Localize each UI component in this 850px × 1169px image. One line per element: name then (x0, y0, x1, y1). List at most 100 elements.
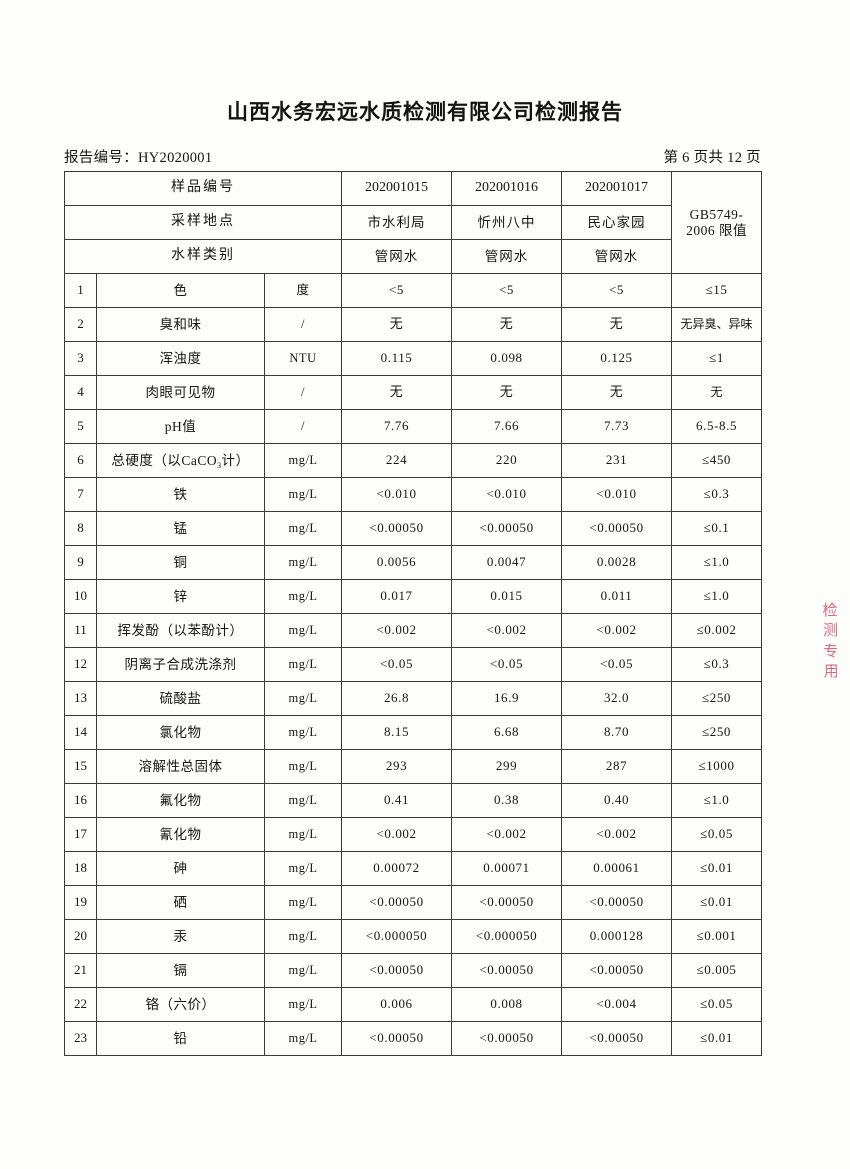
row-value-2: 0.098 (451, 341, 563, 376)
row-unit: mg/L (263, 579, 343, 614)
row-item-name: 铁 (96, 477, 265, 512)
table-row: 12 阴离子合成洗涤剂 mg/L <0.05 <0.05 <0.05 ≤0.3 (64, 647, 763, 682)
row-standard-limit: ≤0.3 (671, 647, 763, 682)
row-value-1: <0.00050 (341, 953, 453, 988)
row-item-name: 镉 (96, 953, 265, 988)
row-value-3: 0.011 (561, 579, 673, 614)
row-unit: mg/L (263, 783, 343, 818)
table-row: 3 浑浊度 NTU 0.115 0.098 0.125 ≤1 (64, 341, 763, 376)
row-index: 2 (64, 307, 97, 342)
header-label-sample-type: 水样类别 (63, 239, 343, 274)
row-value-2: <0.010 (451, 477, 563, 512)
table-row: 18 砷 mg/L 0.00072 0.00071 0.00061 ≤0.01 (64, 851, 763, 886)
row-value-1: <0.00050 (341, 885, 453, 920)
row-value-2: 无 (451, 307, 563, 342)
row-value-2: <0.00050 (451, 1021, 563, 1056)
row-value-3: 0.00061 (561, 851, 673, 886)
row-value-1: <0.002 (341, 613, 453, 648)
row-item-name: 氯化物 (96, 715, 265, 750)
row-value-1: <0.00050 (341, 1021, 453, 1056)
row-index: 7 (64, 477, 97, 512)
row-value-3: <0.002 (561, 817, 673, 852)
sample-no-3: 202001017 (561, 171, 673, 206)
row-value-2: 16.9 (451, 681, 563, 716)
sample-site-2: 忻州八中 (451, 205, 563, 240)
row-item-name: 臭和味 (96, 307, 265, 342)
row-item-name: 铜 (96, 545, 265, 580)
row-standard-limit: ≤0.01 (671, 851, 763, 886)
row-standard-limit: ≤0.001 (671, 919, 763, 954)
table-row: 22 铬（六价） mg/L 0.006 0.008 <0.004 ≤0.05 (64, 987, 763, 1022)
row-item-name: 铬（六价） (96, 987, 265, 1022)
row-unit: mg/L (263, 919, 343, 954)
row-value-3: <0.010 (561, 477, 673, 512)
row-item-name: 砷 (96, 851, 265, 886)
row-item-name: 锰 (96, 511, 265, 546)
table-row: 6 总硬度（以CaCO3计） mg/L 224 220 231 ≤450 (64, 443, 763, 478)
row-item-name: 总硬度（以CaCO3计） (96, 443, 265, 478)
row-value-2: <5 (451, 273, 563, 308)
row-unit: / (263, 409, 343, 444)
row-value-1: <0.010 (341, 477, 453, 512)
row-unit: mg/L (263, 647, 343, 682)
row-value-2: 0.015 (451, 579, 563, 614)
row-value-2: 0.38 (451, 783, 563, 818)
row-value-3: <5 (561, 273, 673, 308)
row-item-name: 锌 (96, 579, 265, 614)
row-unit: mg/L (263, 1021, 343, 1056)
row-item-name: 肉眼可见物 (96, 375, 265, 410)
report-number: 报告编号：HY2020001 (64, 150, 213, 166)
sample-no-2: 202001016 (451, 171, 563, 206)
row-value-3: <0.00050 (561, 953, 673, 988)
row-standard-limit: ≤1000 (671, 749, 763, 784)
report-meta: 报告编号：HY2020001 第 6 页共 12 页 (64, 146, 761, 167)
table-body: 样品编号 202001015 202001016 202001017 GB574… (63, 171, 763, 1056)
row-index: 3 (64, 341, 97, 376)
row-value-1: 无 (341, 307, 453, 342)
table-row: 2 臭和味 / 无无无无异臭、异味 (64, 307, 763, 342)
row-value-1: 7.76 (341, 409, 453, 444)
table-row: 13 硫酸盐 mg/L 26.8 16.9 32.0 ≤250 (64, 681, 763, 716)
row-standard-limit: ≤1.0 (671, 579, 763, 614)
row-unit: mg/L (263, 443, 343, 478)
row-unit: / (263, 307, 343, 342)
row-value-3: <0.00050 (561, 885, 673, 920)
row-unit: mg/L (263, 681, 343, 716)
row-index: 22 (64, 987, 97, 1022)
row-item-name: 硫酸盐 (96, 681, 265, 716)
row-index: 11 (64, 613, 97, 648)
water-quality-table: 样品编号 202001015 202001016 202001017 GB574… (63, 171, 763, 1056)
row-index: 15 (64, 749, 97, 784)
table-row: 23 铅 mg/L <0.00050 <0.00050 <0.00050 ≤0.01 (64, 1021, 763, 1056)
table-row: 10 锌 mg/L 0.017 0.015 0.011 ≤1.0 (64, 579, 763, 614)
sample-type-1: 管网水 (341, 239, 453, 274)
row-item-name: 色 (96, 273, 265, 308)
row-unit: 度 (263, 273, 343, 308)
row-value-2: 220 (451, 443, 563, 478)
row-standard-limit: ≤1 (671, 341, 763, 376)
row-item-name: 铅 (96, 1021, 265, 1056)
page-title: 山西水务宏远水质检测有限公司检测报告 (227, 100, 623, 124)
row-unit: NTU (263, 341, 343, 376)
row-value-2: 0.00071 (451, 851, 563, 886)
table-row: 5 pH值/7.76 7.66 7.73 6.5-8.5 (64, 409, 763, 444)
row-value-2: <0.002 (451, 817, 563, 852)
standard-header-line2: 2006 限值 (686, 222, 747, 238)
row-value-3: <0.00050 (561, 1021, 673, 1056)
row-value-2: 无 (451, 375, 563, 410)
table-row: 1 色度 <5 <5 <5 ≤15 (64, 273, 763, 308)
row-index: 8 (64, 511, 97, 546)
row-standard-limit: ≤1.0 (671, 783, 763, 818)
row-unit: mg/L (263, 749, 343, 784)
table-row: 14 氯化物 mg/L 8.15 6.68 8.70 ≤250 (64, 715, 763, 750)
row-value-3: 287 (561, 749, 673, 784)
row-standard-limit: ≤0.05 (671, 817, 763, 852)
row-standard-limit: ≤0.3 (671, 477, 763, 512)
row-value-3: 231 (561, 443, 673, 478)
row-standard-limit: ≤0.002 (671, 613, 763, 648)
table-row: 21 镉 mg/L <0.00050 <0.00050 <0.00050 ≤0.005 (64, 953, 763, 988)
red-seal-text: 检测专用 (822, 600, 839, 680)
row-value-2: <0.00050 (451, 885, 563, 920)
row-standard-limit: ≤0.01 (671, 885, 763, 920)
